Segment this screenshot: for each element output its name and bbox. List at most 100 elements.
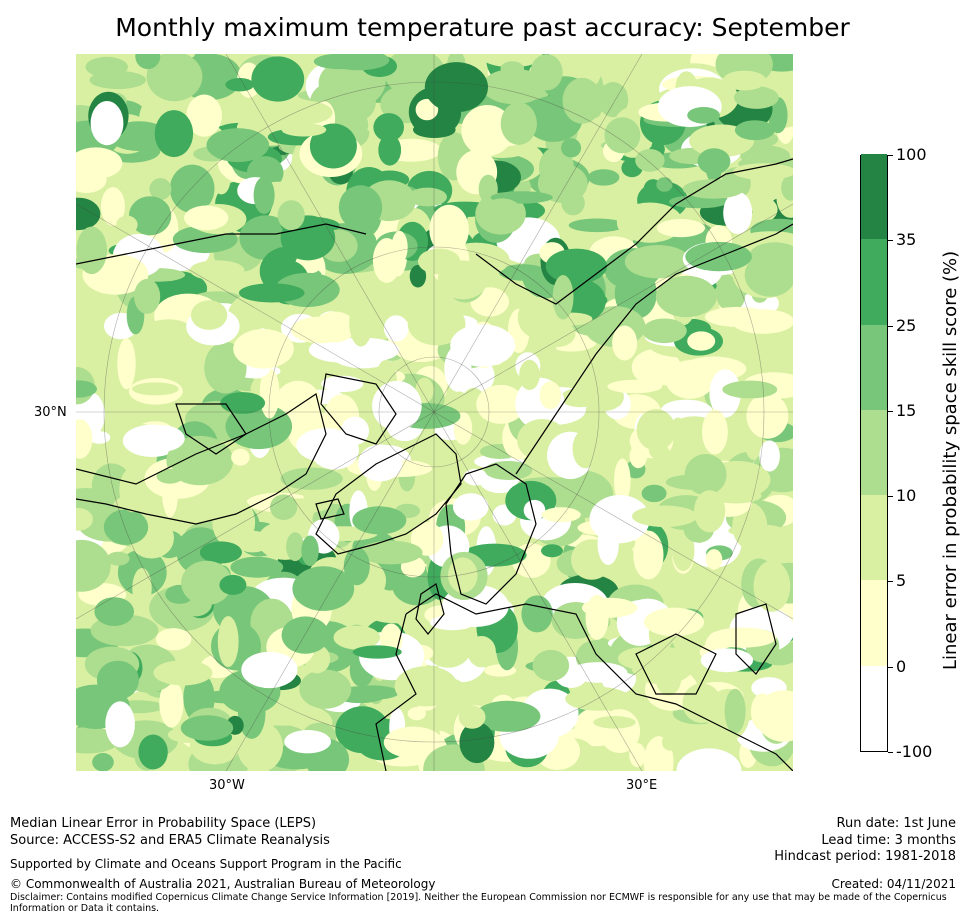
skill-patch xyxy=(156,468,184,484)
skill-patch xyxy=(199,541,242,564)
skill-patch xyxy=(530,54,563,91)
skill-patch xyxy=(153,660,213,686)
footer-hindcast: Hindcast period: 1981-2018 xyxy=(774,849,956,864)
colorbar-bin xyxy=(861,239,887,325)
skill-patch xyxy=(299,669,352,709)
skill-patch xyxy=(723,191,753,235)
skill-patch xyxy=(662,733,678,751)
skill-patch xyxy=(636,409,676,451)
skill-patch xyxy=(76,419,93,459)
skill-patch xyxy=(642,318,687,344)
footer-leps: Median Linear Error in Probability Space… xyxy=(10,816,317,831)
skill-patch xyxy=(732,163,793,180)
skill-patch xyxy=(448,557,478,593)
skill-patch xyxy=(728,524,785,538)
skill-patch xyxy=(292,566,355,611)
skill-patch xyxy=(313,54,364,70)
colorbar-tick-label: -100 xyxy=(896,742,933,761)
skill-patch xyxy=(217,616,239,667)
colorbar-tick-mark xyxy=(888,496,893,498)
skill-patch xyxy=(237,687,266,739)
skill-patch xyxy=(734,86,779,109)
footer-support: Supported by Climate and Oceans Support … xyxy=(10,857,402,871)
skill-patch xyxy=(373,113,405,142)
skill-patch xyxy=(561,138,582,158)
colorbar-tick-mark xyxy=(888,155,893,156)
skill-patch xyxy=(705,549,723,570)
footer-run-date: Run date: 1st June xyxy=(836,816,956,831)
skill-patch xyxy=(586,54,617,65)
skill-patch xyxy=(233,329,294,369)
skill-patch xyxy=(270,494,298,520)
skill-patch xyxy=(296,428,355,463)
skill-patch xyxy=(241,651,298,689)
skill-patch xyxy=(598,82,629,118)
skill-patch xyxy=(645,363,687,386)
skill-patch xyxy=(119,467,146,513)
skill-patch xyxy=(589,433,616,449)
skill-patch xyxy=(251,56,305,102)
skill-patch xyxy=(409,264,427,288)
colorbar-tick-label: 10 xyxy=(896,486,917,506)
skill-patch xyxy=(629,444,648,469)
skill-patch xyxy=(159,679,184,728)
skill-patch xyxy=(552,275,574,320)
skill-patch xyxy=(117,338,136,390)
skill-patch xyxy=(700,648,754,673)
skill-patch xyxy=(545,248,608,284)
skill-patch xyxy=(169,164,215,213)
skill-patch xyxy=(181,560,233,606)
footer-copyright: © Commonwealth of Australia 2021, Austra… xyxy=(10,877,436,891)
skill-patch xyxy=(614,268,657,319)
skill-patch xyxy=(665,474,723,490)
skill-patch xyxy=(521,688,579,738)
skill-patch xyxy=(668,574,692,592)
skill-patch xyxy=(76,539,111,592)
lon-label-30e: 30°E xyxy=(626,778,658,793)
skill-patch xyxy=(500,102,537,145)
skill-patch xyxy=(484,461,533,480)
skill-patch xyxy=(656,177,673,192)
colorbar-bin xyxy=(861,409,887,496)
skill-patch xyxy=(768,96,788,134)
skill-patch xyxy=(655,275,717,318)
skill-patch xyxy=(100,187,125,226)
skill-patch xyxy=(597,522,619,565)
skill-patch xyxy=(612,325,638,361)
skill-patch xyxy=(614,458,631,504)
skill-patch xyxy=(635,149,665,172)
skill-patch xyxy=(290,316,351,344)
skill-patch xyxy=(189,260,245,281)
skill-patch xyxy=(568,662,628,683)
skill-patch xyxy=(76,508,93,531)
skill-patch xyxy=(607,379,662,394)
skill-patch xyxy=(593,716,636,729)
lat-label-30n: 30°N xyxy=(34,405,67,420)
skill-patch xyxy=(231,448,250,466)
skill-patch xyxy=(759,440,780,472)
skill-patch xyxy=(286,532,305,562)
skill-patch xyxy=(500,61,525,76)
skill-patch xyxy=(155,628,192,651)
skill-patch xyxy=(154,110,194,158)
skill-patch xyxy=(734,120,775,141)
skill-patch xyxy=(76,54,92,79)
skill-patch xyxy=(641,484,667,503)
skill-patch xyxy=(259,367,280,419)
skill-patch xyxy=(604,117,641,154)
skill-patch xyxy=(656,219,706,238)
colorbar-title: Linear error in probability space skill … xyxy=(940,250,961,670)
skill-patch xyxy=(206,128,270,163)
footer-disclaimer-1: Disclaimer: Contains modified Copernicus… xyxy=(10,892,947,903)
skill-patch xyxy=(76,147,123,179)
skill-patch xyxy=(301,535,319,567)
skill-patch xyxy=(415,98,439,121)
graticule xyxy=(76,54,793,771)
skill-patch xyxy=(532,649,570,682)
skill-patch xyxy=(281,123,327,137)
colorbar-bin xyxy=(861,324,887,410)
skill-patch xyxy=(519,359,540,390)
skill-patch xyxy=(541,544,563,558)
skill-patch xyxy=(378,134,402,166)
skill-patch xyxy=(180,715,234,741)
